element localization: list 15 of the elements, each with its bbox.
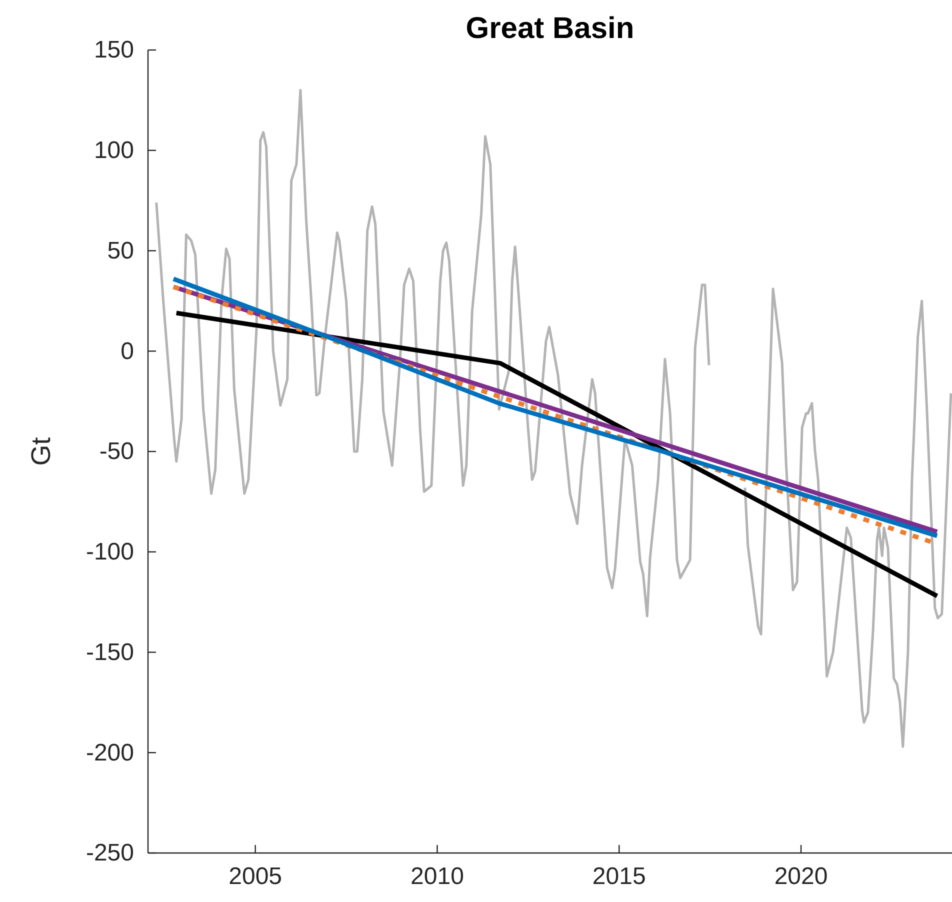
y-tick-label: -200 <box>86 739 134 766</box>
y-tick-label: -150 <box>86 638 134 666</box>
chart-title: Great Basin <box>466 12 634 45</box>
y-tick-label: -250 <box>86 840 134 867</box>
x-tick-label: 2010 <box>410 863 464 890</box>
y-tick-label: -100 <box>86 538 134 566</box>
y-tick-label: 150 <box>94 36 134 64</box>
y-axis-title: Gt <box>26 436 56 466</box>
y-tick-label: 100 <box>94 137 134 164</box>
y-tick-label: 50 <box>107 237 134 264</box>
x-tick-label: 2015 <box>592 863 646 890</box>
y-tick-label: 0 <box>120 338 134 365</box>
x-tick-label: 2020 <box>774 863 828 890</box>
x-tick-label: 2005 <box>228 863 282 890</box>
y-tick-label: -50 <box>99 438 134 466</box>
